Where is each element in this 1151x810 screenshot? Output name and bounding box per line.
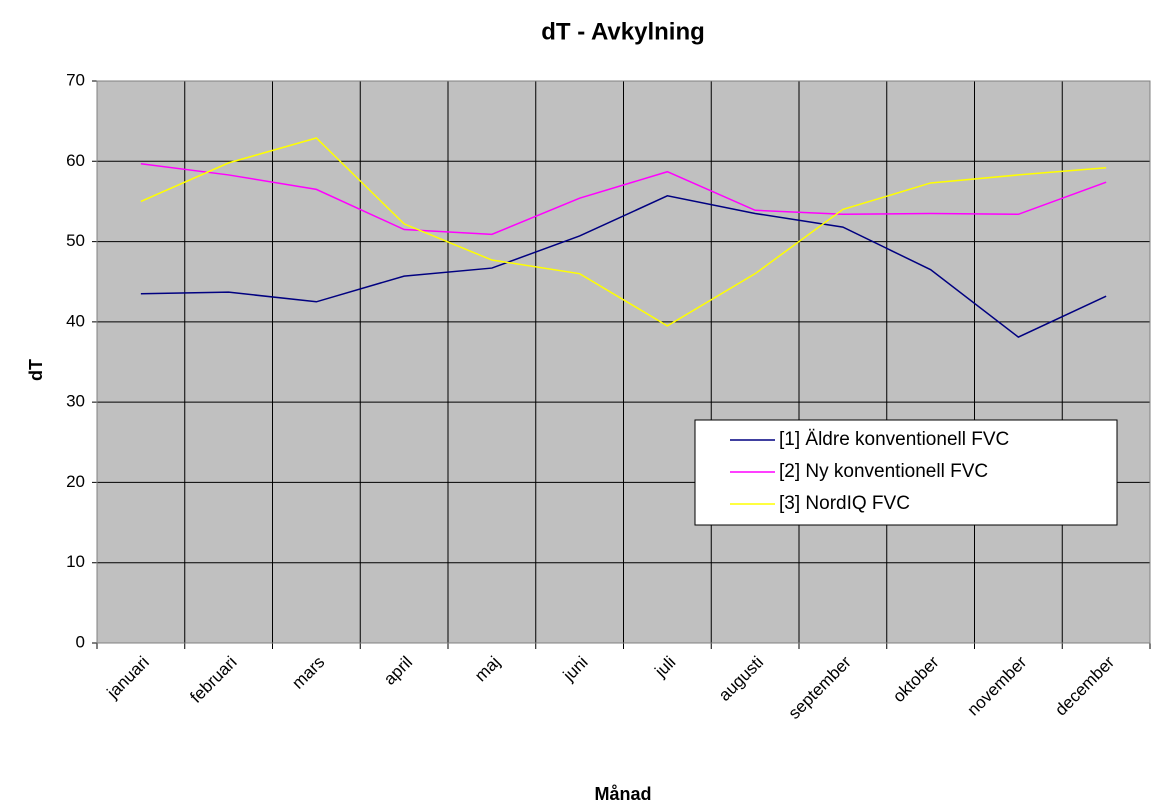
x-tick-label: juni — [559, 653, 592, 686]
chart-title: dT - Avkylning — [541, 18, 705, 45]
x-tick-label: april — [380, 653, 416, 689]
x-tick-label: mars — [288, 653, 328, 693]
y-tick-label: 0 — [76, 632, 85, 651]
x-tick-label: september — [785, 652, 855, 722]
legend-label: [1] Äldre konventionell FVC — [779, 429, 1009, 450]
x-tick-label: juli — [651, 653, 680, 682]
x-tick-label: december — [1051, 652, 1118, 719]
x-tick-label: januari — [103, 653, 153, 703]
y-tick-label: 20 — [66, 472, 85, 491]
x-tick-label: oktober — [889, 652, 943, 706]
y-tick-label: 70 — [66, 70, 85, 89]
series-line — [140, 137, 1107, 327]
legend-label: [2] Ny konventionell FVC — [779, 461, 988, 482]
y-tick-label: 30 — [66, 392, 85, 411]
x-tick-label: augusti — [715, 653, 767, 705]
y-tick-label: 40 — [66, 311, 85, 330]
plot-border — [96, 80, 1151, 644]
x-tick-label: februari — [186, 653, 240, 707]
legend-label: [3] NordIQ FVC — [779, 493, 910, 514]
x-axis-label: Månad — [594, 784, 651, 804]
series-line — [140, 195, 1107, 338]
y-axis-label: dT — [26, 359, 46, 381]
y-tick-label: 50 — [66, 231, 85, 250]
x-tick-label: november — [963, 652, 1030, 719]
y-tick-label: 60 — [66, 151, 85, 170]
y-tick-label: 10 — [66, 552, 85, 571]
series-line — [140, 162, 1107, 236]
x-tick-label: maj — [471, 653, 504, 686]
